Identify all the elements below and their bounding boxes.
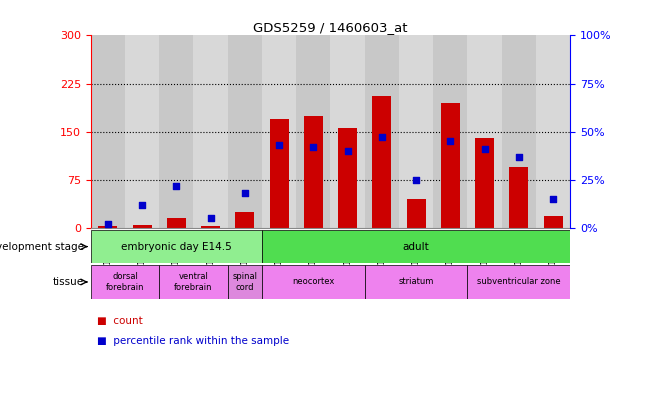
Bar — [159, 265, 227, 299]
Bar — [235, 212, 254, 228]
Point — [342, 148, 353, 154]
Bar — [467, 265, 570, 299]
Bar — [133, 225, 152, 228]
Point — [171, 182, 181, 189]
Text: striatum: striatum — [399, 277, 434, 286]
Text: ■  percentile rank within the sample: ■ percentile rank within the sample — [97, 336, 289, 346]
Bar — [201, 226, 220, 228]
Bar — [262, 35, 296, 228]
Bar — [91, 265, 159, 299]
Point — [274, 142, 284, 148]
Text: development stage: development stage — [0, 242, 84, 252]
Point — [205, 215, 216, 221]
Bar — [338, 129, 357, 228]
Bar — [125, 35, 159, 228]
Bar — [98, 226, 117, 228]
Text: embryonic day E14.5: embryonic day E14.5 — [121, 242, 232, 252]
Bar — [227, 265, 262, 299]
Point — [548, 196, 559, 202]
Bar — [399, 35, 434, 228]
Bar — [536, 35, 570, 228]
Bar — [194, 35, 227, 228]
Point — [514, 154, 524, 160]
Bar — [296, 35, 330, 228]
Bar — [365, 35, 399, 228]
Bar — [262, 265, 365, 299]
Bar — [304, 116, 323, 228]
Bar — [227, 35, 262, 228]
Bar — [91, 230, 262, 263]
Text: dorsal
forebrain: dorsal forebrain — [106, 272, 145, 292]
Text: adult: adult — [403, 242, 430, 252]
Point — [102, 221, 113, 227]
Point — [411, 176, 421, 183]
Bar — [441, 103, 460, 228]
Bar — [544, 217, 562, 228]
Point — [376, 134, 387, 141]
Text: tissue: tissue — [53, 277, 84, 287]
Text: spinal
cord: spinal cord — [233, 272, 257, 292]
Bar — [467, 35, 502, 228]
Point — [240, 190, 250, 196]
Text: ■  count: ■ count — [97, 316, 143, 326]
Bar — [91, 35, 125, 228]
Bar — [270, 119, 288, 228]
Title: GDS5259 / 1460603_at: GDS5259 / 1460603_at — [253, 21, 408, 34]
Bar — [365, 265, 467, 299]
Point — [480, 146, 490, 152]
Point — [137, 202, 147, 208]
Bar — [407, 199, 426, 228]
Bar — [159, 35, 194, 228]
Bar — [475, 138, 494, 228]
Text: subventricular zone: subventricular zone — [477, 277, 561, 286]
Bar — [373, 96, 391, 228]
Bar — [167, 218, 186, 228]
Bar — [262, 230, 570, 263]
Point — [445, 138, 456, 144]
Bar — [330, 35, 365, 228]
Text: neocortex: neocortex — [292, 277, 334, 286]
Bar — [509, 167, 528, 228]
Bar — [434, 35, 467, 228]
Point — [308, 144, 319, 150]
Text: ventral
forebrain: ventral forebrain — [174, 272, 213, 292]
Bar — [502, 35, 536, 228]
